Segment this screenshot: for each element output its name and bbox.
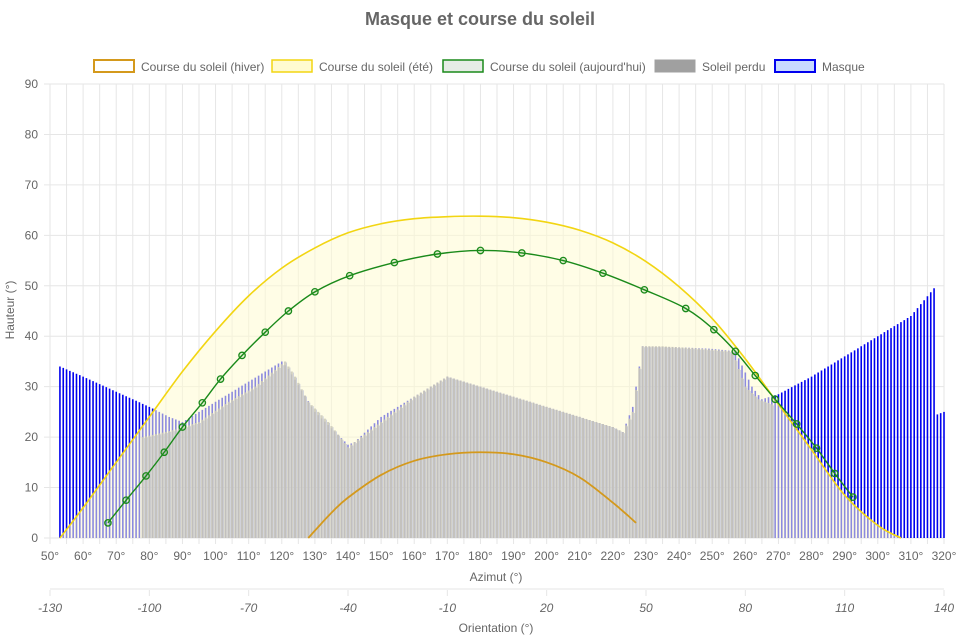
x2-axis-ticks: -130 -100 -70 -40 -10 20 50 80 110 140 [38, 601, 954, 615]
today-point [599, 269, 607, 278]
x-tick-label: 50° [41, 549, 59, 563]
x2-tick-label: -130 [38, 601, 62, 615]
x-tick-label: 120° [269, 549, 294, 563]
legend-swatch [271, 59, 313, 73]
x-tick-label: 260° [733, 549, 758, 563]
today-point [104, 519, 112, 527]
x-tick-label: 160° [402, 549, 427, 563]
y-tick-label: 50 [25, 279, 39, 293]
x-axis-label: Azimut (°) [470, 570, 523, 584]
x-tick-label: 100° [203, 549, 228, 563]
today-point [559, 256, 568, 265]
x2-tick-label: 140 [934, 601, 954, 615]
today-point [640, 285, 649, 294]
x2-axis-label: Orientation (°) [459, 621, 534, 635]
y-tick-label: 10 [25, 481, 39, 495]
x-tick-label: 70° [107, 549, 125, 563]
y-tick-label: 30 [25, 380, 39, 394]
legend-label: Course du soleil (aujourd'hui) [490, 60, 646, 74]
x-tick-label: 290° [832, 549, 857, 563]
winter-line [307, 451, 637, 539]
today-point [433, 250, 442, 258]
legend-label: Masque [822, 60, 865, 74]
x2-tick-label: -10 [439, 601, 457, 615]
today-point [517, 249, 526, 257]
x-tick-label: 300° [865, 549, 890, 563]
y-tick-label: 80 [25, 127, 39, 141]
y-axis-ticks: 0 10 20 30 40 50 60 70 80 90 [25, 77, 39, 545]
x-tick-label: 150° [369, 549, 394, 563]
today-point [849, 493, 857, 501]
today-point [731, 347, 740, 356]
today-point [830, 469, 839, 478]
y-tick-label: 40 [25, 329, 39, 343]
today-point [238, 351, 246, 360]
x2-tick-label: -70 [240, 601, 258, 615]
legend-label: Soleil perdu [702, 60, 765, 74]
y-tick-label: 0 [31, 531, 38, 545]
y-axis-label: Hauteur (°) [3, 281, 17, 340]
x-tick-label: 230° [634, 549, 659, 563]
today-point [216, 375, 225, 383]
today-point [771, 395, 779, 404]
x-tick-label: 90° [173, 549, 191, 563]
today-point [390, 258, 399, 267]
x2-tick-label: 110 [835, 601, 854, 615]
legend: Course du soleil (hiver) Course du soleil… [93, 59, 865, 74]
x-tick-label: 140° [336, 549, 361, 563]
today-point [311, 287, 319, 296]
series-layer [59, 215, 902, 539]
x-tick-label: 220° [600, 549, 625, 563]
legend-swatch [774, 59, 816, 73]
x-tick-label: 60° [74, 549, 92, 563]
x-tick-label: 270° [766, 549, 791, 563]
x-tick-label: 240° [667, 549, 692, 563]
x-tick-label: 190° [501, 549, 526, 563]
x-axis-ticks: 50° 60° 70° 80° 90° 100° 110° 120° 130° 140° 150° 1… [41, 549, 957, 563]
x-tick-label: 310° [898, 549, 923, 563]
x2-tick-label: 20 [539, 601, 554, 615]
today-point [122, 496, 131, 505]
today-point [751, 371, 760, 380]
x-tick-label: 180° [468, 549, 493, 563]
x2-tick-label: 80 [739, 601, 753, 615]
today-point [812, 444, 821, 453]
legend-label: Course du soleil (hiver) [141, 60, 264, 74]
today-point [345, 271, 354, 280]
x-tick-label: 110° [237, 549, 261, 563]
x2-tick-label: -100 [137, 601, 161, 615]
chart-title: Masque et course du soleil [365, 9, 595, 29]
today-point [261, 328, 270, 337]
x-tick-label: 80° [140, 549, 158, 563]
x2-tick-label: 50 [639, 601, 653, 615]
y-tick-label: 60 [25, 228, 39, 242]
legend-label: Course du soleil (été) [319, 60, 433, 74]
y-tick-label: 90 [25, 77, 39, 91]
x-tick-label: 200° [534, 549, 559, 563]
today-point [681, 304, 690, 313]
today-point [178, 423, 187, 431]
today-line [107, 249, 854, 524]
today-point [792, 420, 801, 428]
legend-swatch [442, 59, 484, 73]
today-point [284, 307, 293, 315]
x-tick-label: 320° [932, 549, 957, 563]
today-point [142, 472, 150, 480]
today-point [198, 398, 207, 407]
x-tick-label: 210° [567, 549, 592, 563]
today-point [160, 448, 169, 457]
y-tick-label: 20 [25, 430, 39, 444]
x2-tick-label: -40 [339, 601, 357, 615]
today-point [710, 325, 718, 334]
today-point [476, 246, 485, 255]
x-tick-label: 130° [302, 549, 327, 563]
summer-area [59, 216, 901, 539]
x-tick-label: 250° [700, 549, 725, 563]
legend-swatch [93, 59, 135, 73]
y-tick-label: 70 [25, 178, 39, 192]
legend-swatch [654, 59, 696, 73]
x-tick-label: 170° [435, 549, 460, 563]
x-tick-label: 280° [799, 549, 824, 563]
